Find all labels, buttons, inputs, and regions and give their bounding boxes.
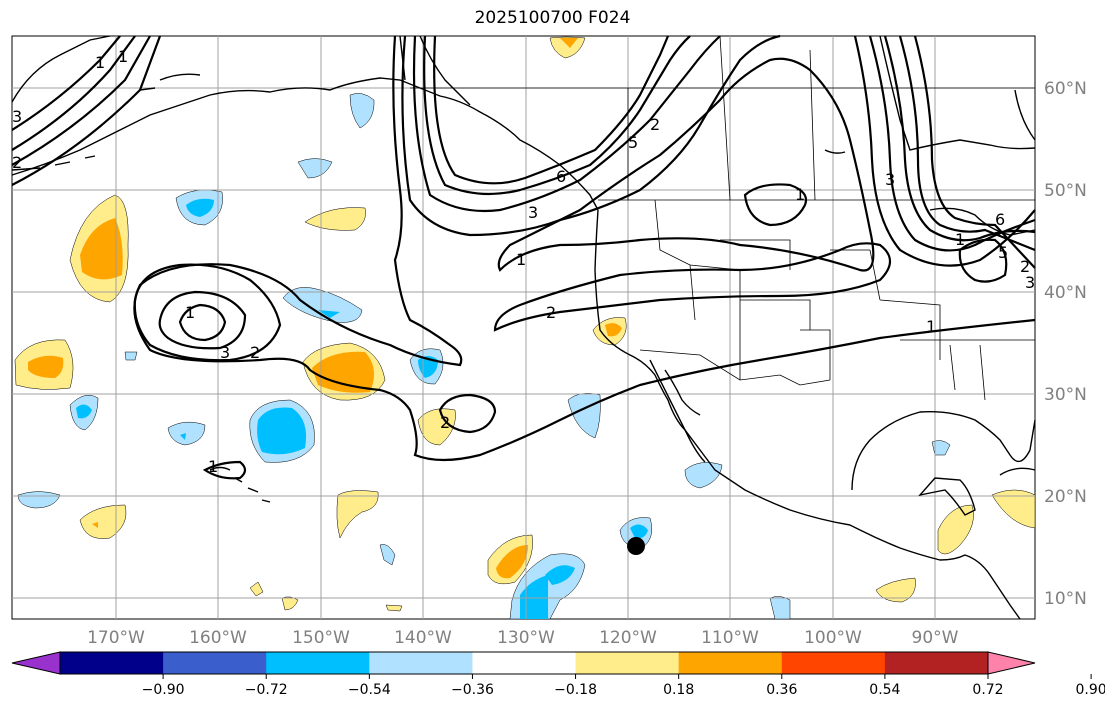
marker-dot [627,537,645,555]
longitude-labels: 170°W 160°W 150°W 140°W 130°W 120°W 110°… [87,628,959,648]
colorbar-segment [266,652,370,674]
colorbar [11,651,1036,675]
colorbar-segment [60,652,164,674]
coastlines [11,35,1036,620]
lat-label: 30°N [1044,385,1087,405]
lat-label: 40°N [1044,283,1087,303]
contour-label: 1 [955,230,965,249]
contour-label: 1 [95,53,105,72]
map-frame [11,35,1036,620]
lat-label: 60°N [1044,79,1087,99]
colorbar-tick-label: −0.54 [348,682,391,698]
lat-label: 10°N [1044,589,1087,609]
lon-label: 140°W [394,628,452,648]
contour-label: 2 [12,153,22,172]
anomaly-shading [14,36,1036,620]
contour-label: 5 [998,243,1008,262]
colorbar-tick-label: −0.90 [142,682,185,698]
colorbar-segment [369,652,473,674]
lon-label: 110°W [701,628,759,648]
contour-label: 3 [1025,273,1035,292]
colorbar-tick-label: −0.18 [554,682,597,698]
contour-label: 3 [885,170,895,189]
lat-label: 50°N [1044,181,1087,201]
contour-label: 1 [795,185,805,204]
contour-label: 2 [250,343,260,362]
contour-label: 2 [546,303,556,322]
contour-label: 1 [516,250,526,269]
lon-label: 170°W [87,628,145,648]
lon-label: 150°W [292,628,350,648]
colorbar-segment [884,652,989,674]
colorbar-extend-left [11,651,61,675]
colorbar-ticks: −0.90 −0.72 −0.54 −0.36 −0.18 0.18 0.36 0.54 0.7… [142,674,1105,698]
colorbar-tick-label: −0.36 [451,682,494,698]
colorbar-border [59,651,989,675]
lon-label: 90°W [912,628,959,648]
contour-label: 2 [1020,257,1030,276]
latitude-labels: 60°N 50°N 40°N 30°N 20°N 10°N [1044,79,1087,609]
lon-label: 160°W [189,628,247,648]
colorbar-segment [472,652,577,674]
colorbar-tick-label: 0.54 [869,682,900,698]
colorbar-segment [575,652,680,674]
contour-label: 3 [220,343,230,362]
contour-label: 1 [208,457,218,476]
contour-labels: 1 1 2 3 3 2 1 1 2 3 2 1 1 1 6 5 2 3 6 5 … [12,47,1035,476]
contour-label: 3 [528,203,538,222]
colorbar-tick-label: −0.72 [245,682,288,698]
colorbar-segment [163,652,267,674]
lon-label: 120°W [599,628,657,648]
colorbar-tick-label: 0.90 [1076,682,1105,698]
contour-label: 2 [650,115,660,134]
colorbar-tick-label: 0.18 [663,682,694,698]
map-title: 2025100700 F024 [474,8,631,28]
lon-label: 130°W [497,628,555,648]
contour-label: 6 [995,210,1005,229]
lon-label: 100°W [804,628,862,648]
colorbar-segment [781,652,886,674]
contour-label: 3 [12,107,22,126]
colorbar-tick-label: 0.72 [972,682,1003,698]
contour-label: 1 [185,303,195,322]
contours [11,34,1036,480]
colorbar-tick-label: 0.36 [766,682,797,698]
lat-label: 20°N [1044,487,1087,507]
contour-label: 1 [926,317,936,336]
contour-label: 6 [556,167,566,186]
contour-label: 1 [118,47,128,66]
contour-label: 5 [628,133,638,152]
colorbar-extend-right [987,651,1036,675]
colorbar-segment [678,652,783,674]
contour-label: 2 [440,413,450,432]
